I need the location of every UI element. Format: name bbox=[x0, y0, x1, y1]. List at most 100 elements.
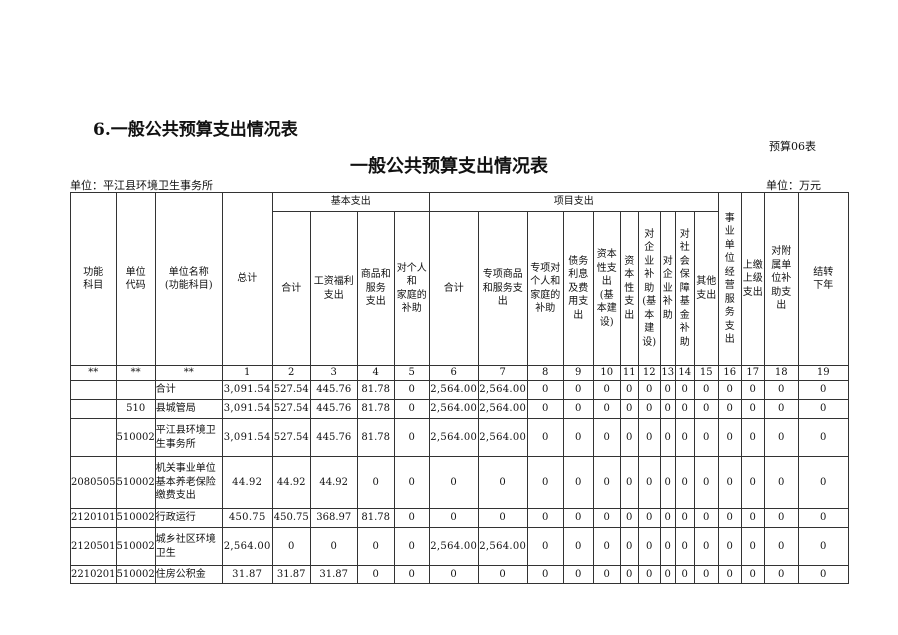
table-cell: 0 bbox=[659, 418, 676, 457]
table-cell: 0 bbox=[356, 565, 395, 584]
table-cell: 0 bbox=[717, 418, 742, 457]
currency-unit: 单位：万元 bbox=[766, 179, 821, 192]
table-cell: 44.92 bbox=[221, 456, 273, 509]
table-cell: 0 bbox=[674, 508, 695, 528]
table-cell: 527.54 bbox=[271, 418, 311, 457]
table-cell: 445.76 bbox=[309, 399, 358, 419]
table-cell: 0 bbox=[797, 565, 849, 584]
table-cell: 0 bbox=[637, 527, 661, 566]
table-cell: 0 bbox=[693, 456, 719, 509]
table-cell: 0 bbox=[674, 399, 695, 419]
unit-name-cell: 县城管局 bbox=[154, 399, 223, 419]
table-cell: 0 bbox=[693, 380, 719, 400]
column-index: 6 bbox=[428, 365, 479, 381]
table-cell: 0 bbox=[619, 565, 639, 584]
unit-name-cell: 平江县环境卫生事务所 bbox=[154, 418, 223, 457]
table-cell: 0 bbox=[477, 456, 528, 509]
table-cell: 0 bbox=[674, 527, 695, 566]
table-cell: 0 bbox=[393, 527, 430, 566]
column-index: 8 bbox=[526, 365, 564, 381]
table-cell: 0 bbox=[659, 399, 676, 419]
table-cell: 31.87 bbox=[271, 565, 311, 584]
group-header-basic: 基本支出 bbox=[271, 192, 430, 212]
table-cell: 0 bbox=[717, 380, 742, 400]
column-header: 资 本 性 支 出 bbox=[619, 211, 639, 366]
table-cell bbox=[70, 399, 117, 419]
table-cell: 2,564.00 bbox=[477, 527, 528, 566]
section-title: 6.一般公共预算支出情况表 bbox=[93, 120, 298, 140]
table-cell: 0 bbox=[619, 399, 639, 419]
table-cell: 0 bbox=[592, 380, 621, 400]
table-cell: 0 bbox=[637, 508, 661, 528]
column-header: 单位名称 (功能科目) bbox=[154, 192, 223, 366]
column-index: 12 bbox=[637, 365, 661, 381]
table-cell: 0 bbox=[393, 418, 430, 457]
table-cell: 0 bbox=[674, 380, 695, 400]
table-cell: 2210201 bbox=[70, 565, 117, 584]
table-cell: 0 bbox=[797, 399, 849, 419]
column-header: 对 社 会 保 障 基 金 补 助 bbox=[674, 211, 695, 366]
column-index: 2 bbox=[271, 365, 311, 381]
table-cell: 2120501 bbox=[70, 527, 117, 566]
table-cell: 2120101 bbox=[70, 508, 117, 528]
table-row: 2120101 510002 行政运行 450.75 450.75 368.97 81.78… bbox=[70, 508, 849, 528]
column-header: 专项对 个人和 家庭的 补助 bbox=[526, 211, 564, 366]
table-cell: 0 bbox=[562, 418, 594, 457]
table-cell: 0 bbox=[659, 456, 676, 509]
table-cell: 0 bbox=[477, 508, 528, 528]
table-cell: 2,564.00 bbox=[477, 380, 528, 400]
table-cell: 0 bbox=[674, 456, 695, 509]
column-index: 17 bbox=[740, 365, 765, 381]
table-cell: 0 bbox=[592, 508, 621, 528]
table-cell: 44.92 bbox=[309, 456, 358, 509]
column-header: 专项商品 和服务支 出 bbox=[477, 211, 528, 366]
table-cell: 2080505 bbox=[70, 456, 117, 509]
table-cell: 3,091.54 bbox=[221, 399, 273, 419]
table-row: 2210201 510002 住房公积金 31.87 31.87 31.87 0 0 0 0 0 0 0… bbox=[70, 565, 849, 584]
table-cell: 0 bbox=[763, 399, 799, 419]
table-cell: 0 bbox=[619, 456, 639, 509]
table-cell: 0 bbox=[763, 380, 799, 400]
table-cell: 510002 bbox=[115, 418, 156, 457]
table-cell: 0 bbox=[717, 565, 742, 584]
table-cell: 0 bbox=[797, 508, 849, 528]
table-cell: 0 bbox=[526, 508, 564, 528]
column-header: 合计 bbox=[428, 211, 479, 366]
table-cell: 0 bbox=[637, 399, 661, 419]
table-cell: 0 bbox=[526, 418, 564, 457]
table-cell: 445.76 bbox=[309, 380, 358, 400]
table-cell: 0 bbox=[309, 527, 358, 566]
table-cell: 0 bbox=[592, 418, 621, 457]
table-cell: 510 bbox=[115, 399, 156, 419]
table-row: 510 县城管局 3,091.54 527.54 445.76 81.78 0 2,564.0… bbox=[70, 399, 849, 419]
table-row: 510002 平江县环境卫生事务所 3,091.54 527.54 445.76 81.7… bbox=[70, 418, 849, 457]
column-index: 7 bbox=[477, 365, 528, 381]
table-cell: 0 bbox=[797, 380, 849, 400]
table-cell: 0 bbox=[592, 456, 621, 509]
table-cell: 0 bbox=[740, 565, 765, 584]
table-cell bbox=[70, 380, 117, 400]
table-cell: 0 bbox=[562, 399, 594, 419]
table-cell: 0 bbox=[356, 456, 395, 509]
table-cell: 0 bbox=[562, 527, 594, 566]
table-row: 2120501 510002 城乡社区环境卫生 2,564.00 0 0 0 0 2,564.0… bbox=[70, 527, 849, 566]
page-title: 一般公共预算支出情况表 bbox=[350, 156, 548, 177]
table-cell: 0 bbox=[659, 380, 676, 400]
table-cell: 0 bbox=[717, 508, 742, 528]
column-header: 工资福利 支出 bbox=[309, 211, 358, 366]
table-cell: 2,564.00 bbox=[428, 527, 479, 566]
budget-table: 功能 科目 单位 代码 单位名称 (功能科目) 总计 基本支出 项目支出事 业 单 位 经… bbox=[70, 192, 849, 584]
column-index: 5 bbox=[393, 365, 430, 381]
column-header: 对 企 业 补 助 (基 本 建 设) bbox=[637, 211, 661, 366]
table-cell: 0 bbox=[717, 456, 742, 509]
column-index: 4 bbox=[356, 365, 395, 381]
column-header: 合计 bbox=[271, 211, 311, 366]
column-index: 3 bbox=[309, 365, 358, 381]
column-header: 总计 bbox=[221, 192, 273, 366]
column-header: 功能 科目 bbox=[70, 192, 117, 366]
table-cell: 3,091.54 bbox=[221, 418, 273, 457]
column-header: 对附 属单 位补 助支 出 bbox=[763, 192, 799, 366]
table-cell: 0 bbox=[562, 380, 594, 400]
table-cell: 0 bbox=[526, 565, 564, 584]
table-cell: 2,564.00 bbox=[477, 399, 528, 419]
